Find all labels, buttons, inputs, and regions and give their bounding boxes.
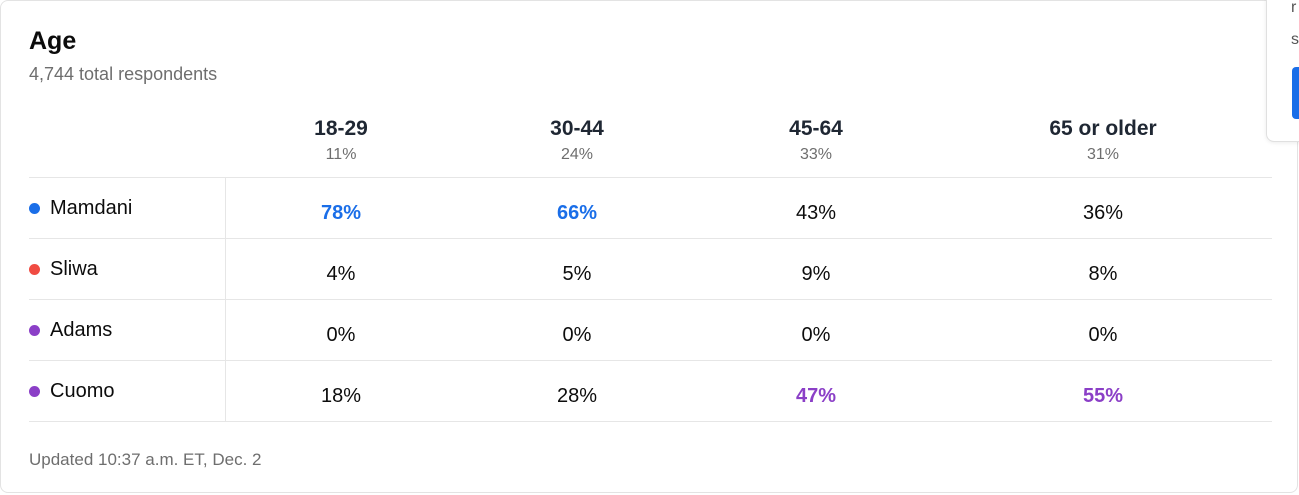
result-cell: 47% <box>795 385 837 407</box>
divider <box>29 177 1272 178</box>
column-share: 31% <box>1086 146 1120 163</box>
divider <box>29 238 1272 239</box>
result-cell: 18% <box>320 385 362 407</box>
result-cell: 0% <box>801 324 831 346</box>
result-cell: 36% <box>1082 202 1124 224</box>
candidate-adams: Adams <box>29 318 113 341</box>
result-cell: 0% <box>1088 324 1118 346</box>
result-cell: 8% <box>1088 263 1118 285</box>
candidate-name: Adams <box>50 318 113 341</box>
result-cell: 78% <box>320 202 362 224</box>
column-share: 33% <box>799 146 833 163</box>
result-cell: 66% <box>556 202 598 224</box>
candidate-name: Sliwa <box>50 257 98 280</box>
candidate-name: Mamdani <box>50 196 133 219</box>
candidate-color-dot <box>29 202 40 214</box>
result-cell: 43% <box>795 202 837 224</box>
column-divider <box>225 178 226 421</box>
candidate-color-dot <box>29 263 40 275</box>
column-header-45-64: 45-64 33% <box>789 117 843 164</box>
column-label: 45-64 <box>789 117 843 140</box>
column-share: 24% <box>560 146 594 163</box>
column-label: 65 or older <box>1049 117 1157 140</box>
column-share: 11% <box>325 146 357 163</box>
divider <box>29 299 1272 300</box>
side-popup-panel: r s <box>1266 0 1299 142</box>
respondents-count: 4,744 total respondents <box>29 64 218 84</box>
candidate-cuomo: Cuomo <box>29 379 115 402</box>
column-label: 18-29 <box>314 117 368 140</box>
candidate-name: Cuomo <box>50 379 115 402</box>
popup-text-fragment: s <box>1291 31 1299 48</box>
divider <box>29 421 1272 422</box>
candidate-sliwa: Sliwa <box>29 257 98 280</box>
column-header-65-older: 65 or older 31% <box>1049 117 1156 164</box>
column-header-30-44: 30-44 24% <box>550 117 604 164</box>
divider <box>29 360 1272 361</box>
card-title: Age <box>29 27 77 55</box>
result-cell: 28% <box>556 385 598 407</box>
result-cell: 4% <box>326 263 356 285</box>
popup-button[interactable] <box>1292 67 1299 119</box>
candidate-color-dot <box>29 324 40 336</box>
result-cell: 0% <box>326 324 356 346</box>
updated-timestamp: Updated 10:37 a.m. ET, Dec. 2 <box>29 450 262 469</box>
result-cell: 9% <box>801 263 831 285</box>
popup-text-fragment: r <box>1291 0 1297 16</box>
column-label: 30-44 <box>550 117 604 140</box>
candidate-mamdani: Mamdani <box>29 196 133 219</box>
candidate-color-dot <box>29 385 40 397</box>
result-cell: 0% <box>562 324 592 346</box>
result-cell: 5% <box>562 263 592 285</box>
column-header-18-29: 18-29 11% <box>314 117 368 164</box>
result-cell: 55% <box>1082 385 1124 407</box>
